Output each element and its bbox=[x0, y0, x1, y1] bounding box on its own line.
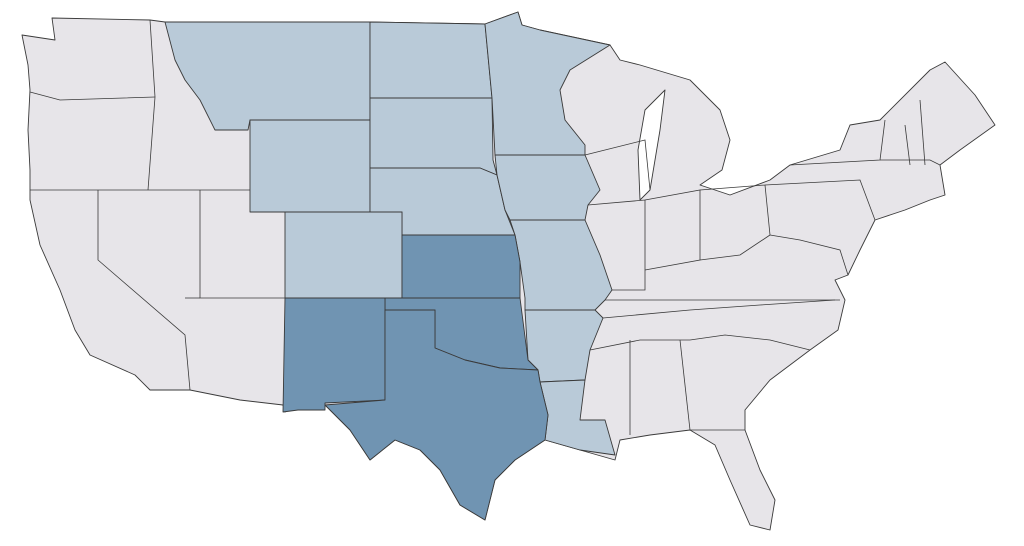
border bbox=[904, 124, 911, 166]
border bbox=[679, 339, 691, 431]
state bbox=[494, 154, 601, 221]
border bbox=[764, 179, 876, 221]
state bbox=[369, 21, 493, 99]
border bbox=[589, 334, 811, 351]
border bbox=[587, 199, 646, 291]
border bbox=[29, 91, 156, 101]
state bbox=[401, 234, 521, 299]
state bbox=[282, 297, 386, 413]
state bbox=[369, 97, 498, 176]
border bbox=[602, 299, 836, 319]
border bbox=[97, 190, 191, 391]
border bbox=[880, 159, 941, 166]
border bbox=[919, 99, 926, 166]
border bbox=[644, 189, 701, 271]
border bbox=[584, 139, 651, 191]
state bbox=[324, 309, 549, 521]
state-borders bbox=[29, 19, 941, 435]
states bbox=[21, 11, 996, 531]
border bbox=[769, 234, 849, 276]
state bbox=[284, 211, 403, 299]
state bbox=[249, 119, 371, 213]
border bbox=[147, 19, 156, 191]
